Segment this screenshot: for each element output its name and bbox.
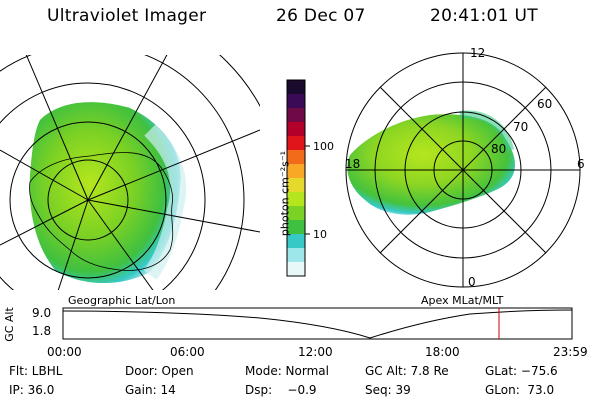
alt-ytick-1-8: 1.8 bbox=[32, 324, 52, 338]
alt-xtick-0600: 06:00 bbox=[170, 345, 205, 359]
colorbar-band bbox=[287, 136, 305, 151]
right-aurora-image bbox=[347, 114, 516, 215]
alt-ylabel: GC Alt bbox=[2, 307, 16, 342]
instrument-title: Ultraviolet Imager bbox=[47, 6, 207, 26]
mlt-label-6: 6 bbox=[577, 157, 585, 171]
colorbar-band bbox=[287, 108, 305, 123]
date-label: 26 Dec 07 bbox=[276, 6, 366, 26]
ip-info: IP: 36.0 bbox=[9, 383, 55, 397]
time-label: 20:41:01 UT bbox=[430, 6, 538, 26]
colorbar-unit-label: photon cm⁻²s⁻¹ bbox=[278, 150, 292, 237]
mlt-label-0: 0 bbox=[468, 275, 476, 289]
alt-ytick-9: 9.0 bbox=[32, 306, 52, 320]
colorbar-tick-100: 100 bbox=[313, 140, 334, 153]
colorbar-band bbox=[287, 122, 305, 137]
dsp-info: Dsp: −0.9 bbox=[245, 383, 317, 397]
mlt-label-18: 18 bbox=[345, 157, 361, 171]
mlat-label-80: 80 bbox=[491, 142, 507, 156]
apex-polar-map bbox=[345, 52, 581, 288]
glon-info: GLon: 73.0 bbox=[485, 383, 555, 397]
alt-xtick-0000: 00:00 bbox=[47, 345, 82, 359]
colorbar-frame bbox=[286, 79, 306, 277]
mlat-label-70: 70 bbox=[513, 120, 529, 134]
colorbar-tick-10: 10 bbox=[313, 228, 327, 241]
antarctica-coastline bbox=[29, 152, 174, 271]
altitude-plot bbox=[62, 307, 573, 340]
gcalt-info: GC Alt: 7.8 Re bbox=[365, 364, 449, 378]
colorbar bbox=[287, 80, 305, 277]
colorbar-band bbox=[287, 164, 305, 179]
colorbar-band bbox=[287, 206, 305, 221]
left-map-caption: Geographic Lat/Lon bbox=[68, 294, 176, 307]
colorbar-band bbox=[287, 262, 305, 277]
colorbar-band bbox=[287, 94, 305, 109]
alt-xtick-1800: 18:00 bbox=[425, 345, 460, 359]
colorbar-band bbox=[287, 150, 305, 165]
glat-info: GLat: −75.6 bbox=[485, 364, 558, 378]
altitude-curve bbox=[62, 309, 573, 339]
geographic-map bbox=[0, 55, 260, 290]
door-info: Door: Open bbox=[125, 364, 194, 378]
alt-xtick-2359: 23:59 bbox=[553, 345, 588, 359]
colorbar-band bbox=[287, 234, 305, 249]
mlt-label-12: 12 bbox=[470, 46, 486, 60]
colorbar-band bbox=[287, 220, 305, 235]
colorbar-band bbox=[287, 248, 305, 263]
right-map-caption: Apex MLat/MLT bbox=[421, 294, 504, 307]
mlat-label-60: 60 bbox=[537, 97, 553, 111]
mode-info: Mode: Normal bbox=[245, 364, 329, 378]
seq-info: Seq: 39 bbox=[365, 383, 411, 397]
alt-xtick-1200: 12:00 bbox=[298, 345, 333, 359]
gain-info: Gain: 14 bbox=[125, 383, 176, 397]
flt-info: Flt: LBHL bbox=[9, 364, 63, 378]
colorbar-band bbox=[287, 178, 305, 193]
colorbar-band bbox=[287, 80, 305, 95]
colorbar-band bbox=[287, 192, 305, 207]
